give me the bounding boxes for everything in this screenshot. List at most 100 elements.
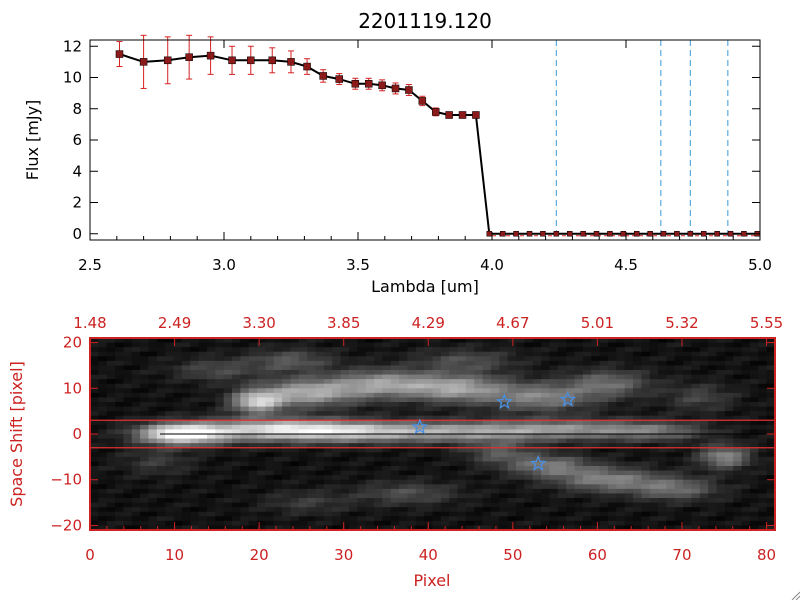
heatmap-cell — [741, 365, 751, 371]
heatmap-cell — [741, 525, 751, 531]
heatmap-cell — [716, 438, 726, 444]
heatmap-cell — [240, 434, 250, 440]
heatmap-cell — [365, 438, 375, 444]
heatmap-cell — [465, 461, 475, 467]
heatmap-cell — [758, 438, 768, 444]
heatmap-cell — [649, 370, 659, 376]
heatmap-cell — [365, 392, 375, 399]
heatmap-cell — [115, 507, 125, 513]
heatmap-cell — [649, 365, 659, 371]
heatmap-cell — [440, 360, 450, 367]
heatmap-cell — [265, 374, 275, 380]
heatmap-cell — [691, 479, 701, 485]
heatmap-cell — [90, 516, 99, 522]
heatmap-cell — [399, 516, 409, 522]
flux-point — [741, 231, 747, 237]
heatmap-cell — [516, 397, 525, 403]
heatmap-cell — [691, 429, 701, 435]
heatmap-cell — [490, 338, 500, 344]
heatmap-cell — [474, 438, 484, 444]
heatmap-cell — [232, 379, 241, 385]
heatmap-cell — [666, 411, 676, 417]
heatmap-cell — [223, 434, 233, 440]
heatmap-cell — [340, 406, 350, 412]
heatmap-cell — [248, 488, 258, 495]
heatmap-cell — [541, 342, 551, 348]
heatmap-cell — [265, 447, 275, 453]
heatmap-cell — [733, 520, 743, 527]
heatmap-cell — [582, 461, 592, 467]
heatmap-cell — [474, 466, 484, 472]
heatmap-cell — [190, 370, 200, 376]
heatmap-cell — [499, 429, 509, 435]
heatmap-cell — [716, 498, 726, 504]
heatmap-cell — [273, 374, 283, 380]
flux-point — [228, 56, 236, 65]
heatmap-cell — [616, 502, 626, 508]
heatmap-cell — [482, 452, 492, 458]
heatmap-cell — [357, 525, 367, 531]
heatmap-cell — [123, 347, 133, 353]
heatmap-cell — [724, 338, 734, 344]
heatmap-cell — [432, 447, 442, 453]
heatmap-cell — [357, 447, 367, 453]
heatmap-cell — [140, 406, 150, 412]
heatmap-cell — [749, 434, 759, 440]
heatmap-cell — [649, 415, 659, 421]
heatmap-cell — [566, 347, 576, 353]
flux-point — [714, 231, 720, 237]
heatmap-cell — [282, 411, 292, 417]
heatmap-cell — [432, 365, 442, 371]
heatmap-cell — [699, 498, 709, 504]
heatmap-cell — [666, 488, 676, 495]
heatmap-cell — [148, 379, 158, 385]
heatmap-cell — [98, 516, 108, 522]
x-tick-label: 60 — [588, 546, 607, 564]
heatmap-cell — [616, 493, 626, 499]
heatmap-cell — [716, 415, 726, 421]
heatmap-cell — [248, 347, 258, 353]
heatmap-cell — [490, 429, 500, 435]
heatmap-cell — [449, 484, 459, 490]
heatmap-cell — [499, 374, 509, 380]
heatmap-cell — [624, 392, 634, 399]
heatmap-cell — [198, 502, 208, 508]
heatmap-cell — [407, 434, 417, 440]
heatmap-cell — [156, 443, 166, 449]
heatmap-cell — [716, 493, 726, 499]
heatmap-cell — [666, 415, 676, 421]
heatmap-cell — [566, 507, 576, 513]
heatmap-cell — [724, 415, 734, 421]
heatmap-cell — [674, 411, 684, 417]
heatmap-cell — [323, 475, 333, 481]
heatmap-cell — [632, 411, 642, 417]
heatmap-cell — [206, 342, 216, 348]
heatmap-cell — [382, 415, 392, 421]
heatmap-cell — [424, 470, 434, 476]
heatmap-cell — [323, 438, 333, 444]
heatmap-cell — [733, 452, 743, 458]
heatmap-cell — [415, 388, 425, 394]
heatmap-cell — [148, 402, 158, 408]
heatmap-cell — [549, 388, 559, 394]
heatmap-cell — [758, 488, 768, 495]
heatmap-cell — [90, 383, 99, 389]
heatmap-cell — [348, 406, 358, 412]
heatmap-cell — [490, 383, 500, 389]
heatmap-cell — [591, 502, 601, 508]
heatmap-cell — [131, 443, 141, 449]
heatmap-cell — [716, 516, 726, 522]
heatmap-cell — [407, 420, 417, 426]
heatmap-cell — [340, 479, 350, 485]
heatmap-cell — [165, 438, 175, 444]
heatmap-cell — [190, 507, 200, 513]
heatmap-cell — [173, 420, 183, 426]
heatmap-cell — [691, 443, 701, 449]
heatmap-cell — [758, 392, 768, 399]
heatmap-cell — [257, 411, 267, 417]
heatmap-cell — [599, 447, 609, 453]
heatmap-cell — [641, 351, 651, 357]
heatmap-cell — [557, 466, 567, 472]
heatmap-cell — [741, 370, 751, 376]
heatmap-cell — [449, 516, 459, 522]
